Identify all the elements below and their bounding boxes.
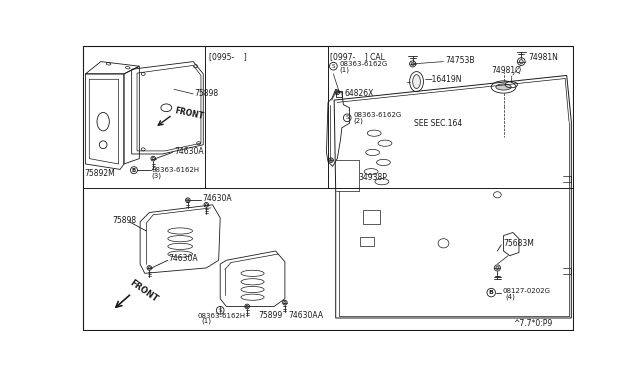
- Ellipse shape: [246, 305, 248, 308]
- Text: (4): (4): [506, 293, 516, 300]
- Text: 08127-0202G: 08127-0202G: [503, 288, 551, 294]
- Text: B: B: [489, 290, 493, 295]
- Text: 34938P: 34938P: [359, 173, 388, 182]
- Text: 75892M: 75892M: [84, 170, 115, 179]
- Text: 08363-6162H: 08363-6162H: [152, 167, 200, 173]
- Text: 74981N: 74981N: [528, 53, 558, 62]
- Bar: [363, 210, 380, 224]
- Text: 74630AA: 74630AA: [288, 311, 323, 320]
- Text: 08363-6162G: 08363-6162G: [353, 112, 402, 118]
- Text: 75898: 75898: [113, 216, 136, 225]
- Text: B: B: [132, 168, 136, 173]
- Text: [0997-    ] CAL: [0997- ] CAL: [330, 52, 385, 61]
- Text: ^7.7*0:P9: ^7.7*0:P9: [513, 319, 552, 328]
- Text: 74981Q: 74981Q: [492, 65, 521, 74]
- Ellipse shape: [496, 84, 511, 90]
- Ellipse shape: [519, 60, 523, 64]
- Text: 08363-6162G: 08363-6162G: [340, 61, 388, 67]
- Text: 74630A: 74630A: [202, 194, 232, 203]
- Text: 74753B: 74753B: [445, 55, 474, 64]
- Text: FRONT: FRONT: [128, 278, 159, 304]
- Ellipse shape: [496, 266, 499, 269]
- Ellipse shape: [330, 159, 332, 161]
- Text: S: S: [332, 64, 335, 69]
- Ellipse shape: [152, 157, 154, 160]
- Text: 75899: 75899: [259, 311, 283, 320]
- Ellipse shape: [413, 75, 420, 89]
- Ellipse shape: [187, 199, 189, 201]
- Bar: [360, 237, 374, 246]
- Ellipse shape: [205, 203, 207, 206]
- Text: S: S: [218, 308, 222, 313]
- Bar: [336, 91, 342, 97]
- Text: (3): (3): [152, 172, 162, 179]
- Text: —16419N: —16419N: [424, 75, 461, 84]
- Ellipse shape: [284, 301, 286, 304]
- Ellipse shape: [336, 91, 339, 93]
- Ellipse shape: [148, 267, 150, 269]
- Text: [0995-    ]: [0995- ]: [209, 52, 246, 61]
- Text: (2): (2): [353, 118, 364, 124]
- Text: (1): (1): [340, 66, 349, 73]
- Text: 75898: 75898: [195, 89, 219, 97]
- Text: 08363-6162H: 08363-6162H: [197, 313, 245, 319]
- Text: (1): (1): [201, 318, 211, 324]
- Text: S: S: [346, 115, 349, 120]
- Ellipse shape: [411, 62, 414, 65]
- Text: 75683M: 75683M: [504, 239, 534, 248]
- Text: SEE SEC.164: SEE SEC.164: [414, 119, 463, 128]
- Text: 74630A: 74630A: [168, 254, 198, 263]
- Text: FRONT: FRONT: [174, 106, 205, 121]
- Text: 64826X: 64826X: [345, 89, 374, 99]
- Text: 74630A: 74630A: [174, 147, 204, 156]
